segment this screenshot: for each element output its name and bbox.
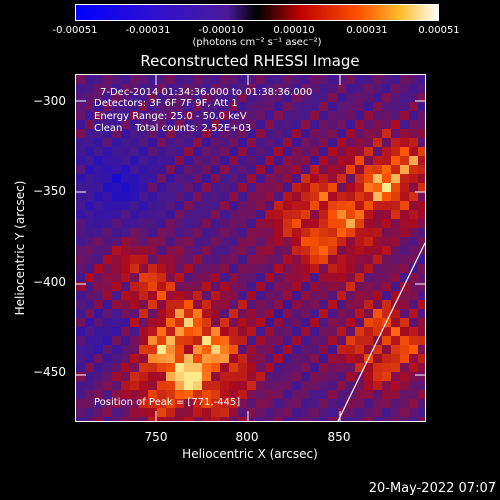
clean-counts-text: Clean Total counts: 2.52E+03 [94,123,252,134]
y-tick-label: −350 [33,184,66,198]
heatmap-image [76,75,425,421]
x-tick-label: 850 [327,430,351,444]
colorbar-tick: 0.00010 [273,25,315,36]
peak-position-text: Position of Peak = [771,-445] [94,397,241,408]
y-tick-label: −400 [33,275,66,289]
energy-range-text: Energy Range: 25.0 - 50.0 keV [94,111,247,122]
colorbar-tick: 0.00031 [346,25,388,36]
image-plot-area [75,74,426,422]
colorbar [75,4,439,21]
y-tick-label: −450 [33,365,66,379]
detectors-text: Detectors: 3F 6F 7F 9F, Att 1 [94,98,238,109]
colorbar-unit: (photons cm⁻² s⁻¹ asec⁻²) [192,37,322,48]
y-tick-label: −300 [33,94,66,108]
x-tick-label: 750 [144,430,168,444]
x-tick-label: 800 [235,430,259,444]
y-axis-label: Heliocentric Y (arcsec) [13,180,27,316]
plot-title: Reconstructed RHESSI Image [140,52,360,70]
solar-limb-line [337,242,425,421]
time-range-text: 7-Dec-2014 01:34:36.000 to 01:38:36.000 [100,87,313,98]
colorbar-tick: -0.00031 [125,25,171,36]
colorbar-tick: -0.00051 [52,25,98,36]
colorbar-tick: 0.00051 [418,25,460,36]
colorbar-tick: -0.00010 [198,25,244,36]
x-axis-label: Heliocentric X (arcsec) [182,447,318,461]
datestamp: 20-May-2022 07:07 [368,481,496,496]
